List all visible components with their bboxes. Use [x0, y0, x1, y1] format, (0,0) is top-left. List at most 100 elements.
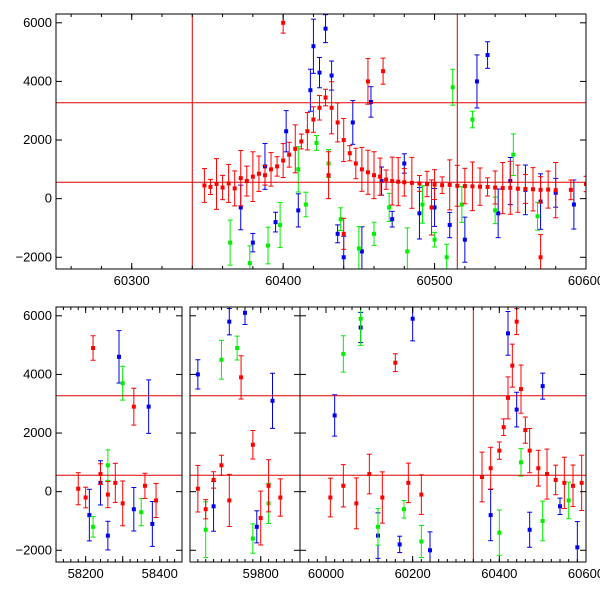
red-data-point	[256, 171, 261, 176]
red-data-point	[562, 480, 567, 485]
red-data-point	[538, 187, 543, 192]
red-data-point	[497, 448, 502, 453]
blue-data-point	[417, 211, 422, 216]
red-data-point	[510, 363, 515, 368]
blue-data-point	[243, 310, 247, 315]
green-data-point	[341, 351, 346, 356]
plot-area	[201, 14, 586, 269]
green-data-point	[402, 507, 406, 512]
red-data-point	[447, 182, 452, 187]
red-data-point	[429, 205, 434, 210]
blue-data-point	[238, 205, 243, 210]
green-data-point	[450, 85, 455, 90]
red-data-point	[527, 448, 532, 453]
red-data-point	[480, 475, 484, 479]
blue-data-point	[211, 504, 216, 509]
blue-data-point	[462, 237, 467, 242]
x-tick-label: 60000	[308, 566, 344, 581]
green-data-point	[444, 255, 449, 260]
green-data-point	[250, 536, 255, 541]
x-tick-label: 60500	[416, 273, 452, 288]
x-tick-label: 60600	[568, 566, 600, 581]
green-data-point	[266, 243, 270, 248]
red-data-point	[553, 188, 558, 193]
red-data-point	[299, 139, 304, 144]
green-data-point	[519, 460, 523, 465]
red-data-point	[317, 105, 322, 110]
blue-data-point	[368, 99, 373, 104]
red-data-point	[500, 186, 505, 191]
red-data-point	[202, 183, 207, 188]
red-data-point	[278, 495, 283, 500]
green-data-point	[497, 530, 502, 535]
red-data-point	[365, 79, 370, 84]
blue-data-point	[397, 542, 402, 547]
red-data-point	[470, 184, 475, 189]
red-data-point	[506, 395, 510, 400]
red-data-point	[440, 183, 445, 188]
red-data-point	[203, 507, 208, 512]
red-data-point	[553, 477, 558, 482]
red-data-point	[105, 492, 110, 497]
red-data-point	[523, 186, 528, 191]
green-data-point	[535, 214, 540, 219]
red-data-point	[281, 20, 286, 25]
green-data-point	[228, 240, 233, 245]
blue-data-point	[195, 372, 200, 377]
blue-data-point	[410, 316, 415, 321]
red-data-point	[91, 346, 96, 351]
x-tick-label: 60300	[114, 273, 150, 288]
green-data-point	[419, 539, 424, 544]
red-data-point	[417, 181, 422, 186]
red-data-point	[227, 498, 232, 503]
red-data-point	[232, 186, 237, 191]
blue-data-point	[308, 88, 313, 93]
red-data-point	[214, 182, 219, 186]
blue-data-point	[514, 407, 519, 412]
top-panel: −2000 0 2000 4000 6000 60300 60400 60500 60600	[15, 13, 600, 288]
red-data-point	[523, 428, 528, 433]
red-data-point	[275, 164, 280, 169]
green-data-point	[314, 140, 319, 145]
green-data-point	[470, 117, 475, 122]
red-data-point	[381, 69, 386, 74]
blue-data-point	[335, 231, 340, 236]
red-data-point	[250, 174, 255, 179]
blue-data-point	[341, 255, 346, 260]
green-data-point	[235, 346, 240, 351]
red-data-point	[372, 173, 376, 178]
red-data-point	[244, 179, 249, 184]
green-data-point	[105, 463, 110, 468]
green-data-point	[278, 223, 283, 228]
red-data-point	[354, 501, 359, 506]
blue-data-point	[105, 533, 110, 538]
blue-data-point	[390, 217, 395, 222]
green-data-point	[420, 202, 425, 207]
blue-data-point	[117, 354, 121, 359]
red-data-point	[584, 182, 586, 186]
green-data-point	[247, 261, 252, 266]
red-data-point	[142, 483, 147, 488]
red-data-point	[546, 187, 551, 192]
red-data-point	[396, 179, 401, 184]
green-series	[227, 68, 541, 269]
red-data-point	[406, 480, 411, 485]
red-data-point	[250, 442, 255, 447]
plot-area	[75, 307, 585, 562]
blue-data-point	[379, 179, 384, 184]
blue-data-point	[558, 504, 562, 509]
axes-frame	[55, 13, 587, 270]
red-data-point	[384, 177, 389, 182]
blue-data-point	[488, 513, 493, 518]
green-series	[90, 307, 572, 559]
red-data-point	[514, 319, 519, 324]
red-data-point	[76, 486, 81, 491]
blue-data-point	[575, 545, 580, 550]
red-data-point	[293, 146, 298, 151]
blue-data-point	[296, 208, 301, 213]
red-data-point	[432, 182, 437, 187]
green-data-point	[296, 167, 301, 172]
blue-data-point	[485, 53, 490, 58]
red-data-point	[98, 472, 103, 477]
